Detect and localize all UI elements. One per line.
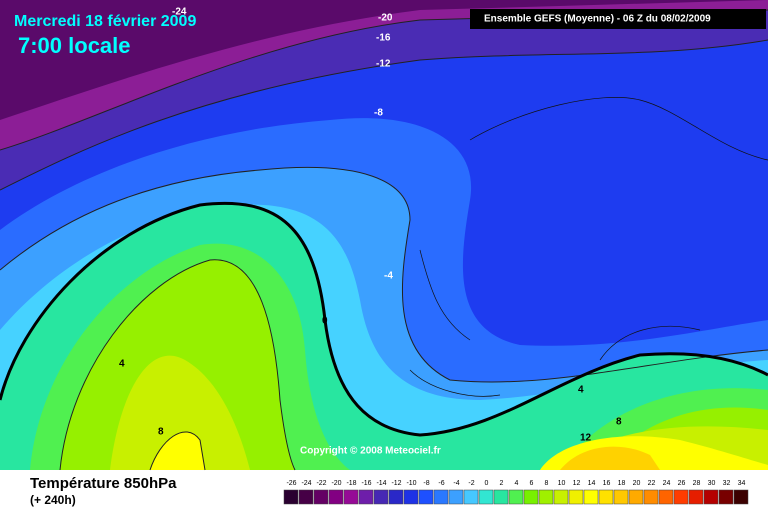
colorbar-label: 14 <box>588 480 596 487</box>
colorbar-swatch <box>358 489 374 505</box>
colorbar-swatch <box>613 489 629 505</box>
map-time: 7:00 locale <box>18 33 131 58</box>
contour-label: 8 <box>616 417 622 428</box>
colorbar-swatch <box>493 489 509 505</box>
colorbar-swatch <box>568 489 584 505</box>
colorbar-label: -8 <box>423 480 429 487</box>
colorbar-label: 34 <box>738 480 746 487</box>
colorbar-label: 0 <box>485 480 489 487</box>
colorbar-label: -22 <box>316 480 326 487</box>
colorbar-label: 22 <box>648 480 656 487</box>
colorbar-label: -2 <box>468 480 474 487</box>
colorbar-label: 30 <box>708 480 716 487</box>
contour-label: -8 <box>374 108 383 119</box>
contour-label: 0 <box>322 316 328 327</box>
model-box <box>470 9 766 29</box>
colorbar-swatch <box>433 489 449 505</box>
colorbar-swatch <box>688 489 704 505</box>
contour-label: 8 <box>158 427 164 438</box>
colorbar-label: -12 <box>391 480 401 487</box>
colorbar-swatch <box>553 489 569 505</box>
colorbar-swatch <box>313 489 329 505</box>
colorbar-swatch <box>478 489 494 505</box>
colorbar-swatch <box>403 489 419 505</box>
model-info: Ensemble GEFS (Moyenne) - 06 Z du 08/02/… <box>484 14 711 25</box>
contour-label: 12 <box>580 433 592 444</box>
colorbar-swatch <box>418 489 434 505</box>
colorbar-swatch <box>718 489 734 505</box>
colorbar-label: 6 <box>530 480 534 487</box>
colorbar-label: -14 <box>376 480 386 487</box>
colorbar-label: 18 <box>618 480 626 487</box>
contour-label: -12 <box>376 59 391 70</box>
colorbar-swatch <box>328 489 344 505</box>
colorbar-label: 8 <box>545 480 549 487</box>
contour-label: -4 <box>384 271 393 282</box>
contour-label: -16 <box>376 33 391 44</box>
colorbar-label: 28 <box>693 480 701 487</box>
coastlines <box>409 97 768 397</box>
colorbar-swatch <box>298 489 314 505</box>
colorbar-label: -4 <box>453 480 459 487</box>
colorbar-swatch <box>373 489 389 505</box>
colorbar-swatch <box>673 489 689 505</box>
colorbar-swatch <box>448 489 464 505</box>
colorbar-label: 32 <box>723 480 731 487</box>
colorbar-label: -10 <box>406 480 416 487</box>
colorbar-label: 20 <box>633 480 641 487</box>
colorbar-swatch <box>643 489 659 505</box>
colorbar-swatch <box>283 489 299 505</box>
colorbar-swatch <box>388 489 404 505</box>
colorbar-label: -24 <box>301 480 311 487</box>
colorbar-swatch <box>628 489 644 505</box>
copyright: Copyright © 2008 Meteociel.fr <box>300 446 441 457</box>
colorbar-label: 10 <box>558 480 566 487</box>
contour-label: -24 <box>172 7 187 18</box>
colorbar-swatch <box>598 489 614 505</box>
band <box>560 446 660 470</box>
contours <box>0 9 768 471</box>
colorbar-swatch <box>343 489 359 505</box>
footer-title: Température 850hPa <box>30 475 177 492</box>
colorbar-swatch <box>523 489 539 505</box>
colorbar-swatch <box>583 489 599 505</box>
colorbar-label: 24 <box>663 480 671 487</box>
footer-subtitle: (+ 240h) <box>30 493 76 507</box>
colorbar-swatch <box>658 489 674 505</box>
colorbar-swatch <box>508 489 524 505</box>
colorbar-swatch <box>703 489 719 505</box>
colorbar-label: -20 <box>331 480 341 487</box>
contour-label: 4 <box>119 359 125 370</box>
colorbar-label: -6 <box>438 480 444 487</box>
colorbar-swatch <box>463 489 479 505</box>
colorbar-label: 4 <box>515 480 519 487</box>
contour-label: -20 <box>378 13 393 24</box>
colorbar-swatch <box>733 489 749 505</box>
colorbar-label: 2 <box>500 480 504 487</box>
colorbar-label: 12 <box>573 480 581 487</box>
colorbar-label: -26 <box>286 480 296 487</box>
colorbar-label: -18 <box>346 480 356 487</box>
colorbar-label: 26 <box>678 480 686 487</box>
map-date: Mercredi 18 février 2009 <box>14 13 196 30</box>
colorbar-label: 16 <box>603 480 611 487</box>
contour-label: 4 <box>578 385 584 396</box>
zero-contour <box>0 201 768 437</box>
colorbar-swatch <box>538 489 554 505</box>
band <box>60 259 768 470</box>
colorbar-label: -16 <box>361 480 371 487</box>
